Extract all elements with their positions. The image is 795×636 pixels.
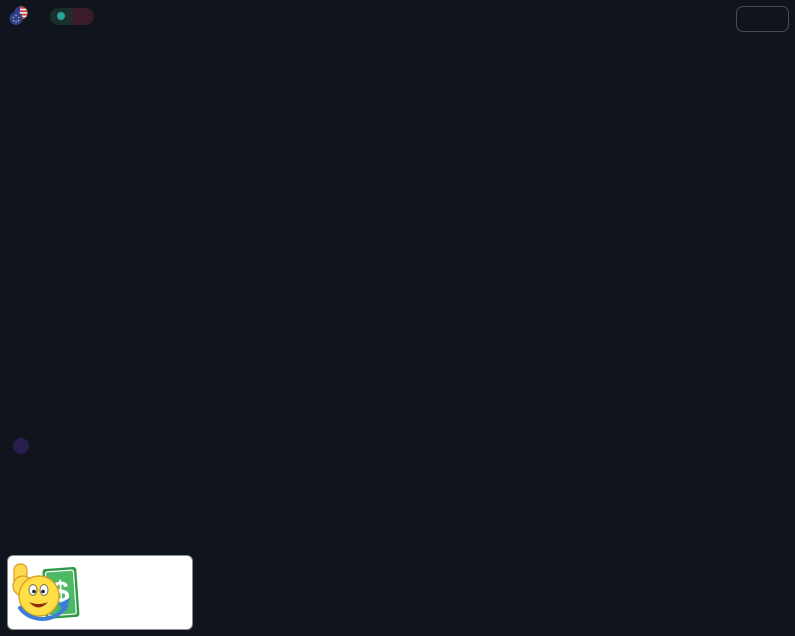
delayed-data-icon xyxy=(72,7,94,25)
market-open-dot-icon xyxy=(50,7,72,25)
smiley-thumbs-up-graphic: $ xyxy=(12,563,80,621)
market-status-pill[interactable] xyxy=(50,7,94,25)
smiley-face-graphic xyxy=(18,575,60,617)
sync-icon[interactable] xyxy=(13,438,29,454)
symbol-header xyxy=(8,6,94,26)
rsi-indicator-header[interactable] xyxy=(6,438,29,454)
eurusd-flag-icon xyxy=(9,6,28,25)
curved-arrow-graphic xyxy=(18,598,70,621)
currency-selector-button[interactable] xyxy=(736,6,789,32)
rebateforex-logo: $ xyxy=(7,555,193,630)
